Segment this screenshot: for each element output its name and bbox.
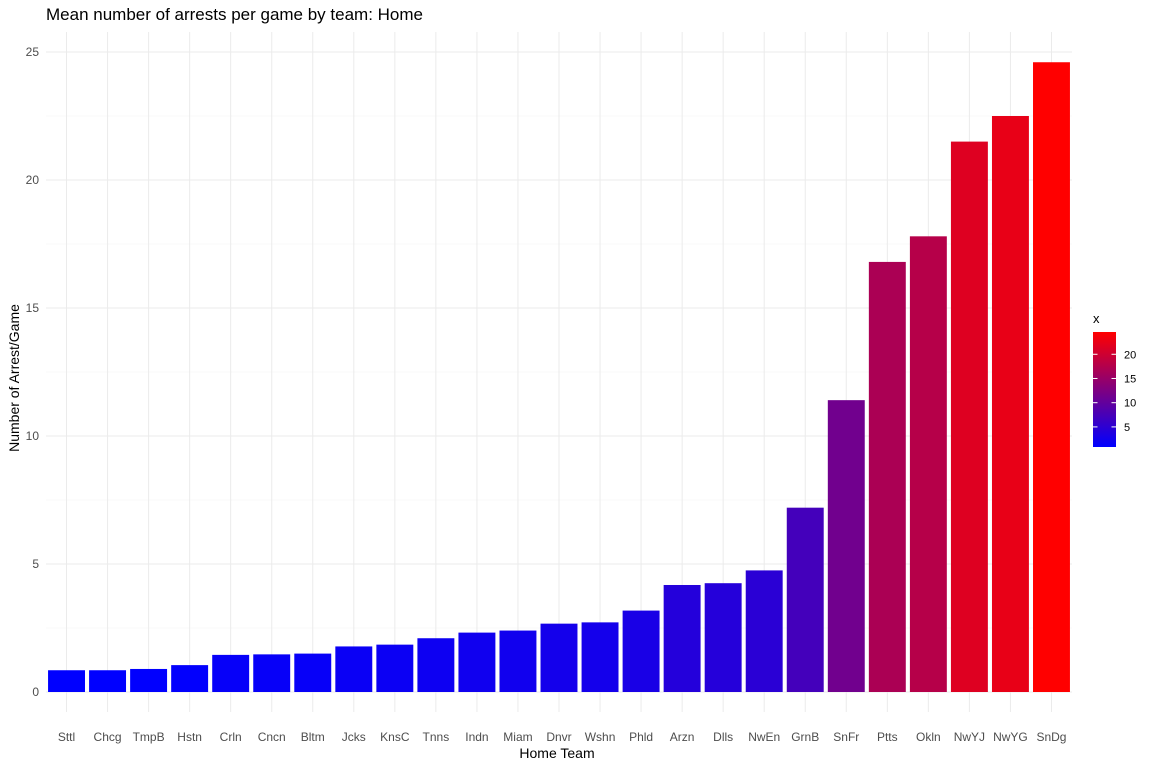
bar-arzn bbox=[663, 584, 701, 692]
bar-indn bbox=[458, 632, 496, 692]
x-tick-label: Cncn bbox=[258, 730, 286, 744]
x-tick-label: SnDg bbox=[1036, 730, 1066, 744]
legend-label: 15 bbox=[1124, 373, 1136, 385]
legend-label: 10 bbox=[1124, 398, 1136, 410]
bar-knsc bbox=[376, 644, 414, 692]
x-tick-label: Arzn bbox=[670, 730, 695, 744]
x-tick-label: NwEn bbox=[748, 730, 780, 744]
x-axis-ticks: Sttl Chcg TmpB Hstn Crln Cncn Bltm Jcks KnsC Tnns… bbox=[58, 730, 1067, 744]
x-tick-label: NwYJ bbox=[954, 730, 985, 744]
legend-label: 5 bbox=[1124, 422, 1130, 434]
x-tick-label: GrnB bbox=[791, 730, 819, 744]
bar-tnns bbox=[417, 638, 455, 692]
bar-dnvr bbox=[540, 623, 578, 692]
y-tick-label: 20 bbox=[26, 173, 40, 187]
legend-ticks: 20 15 10 5 bbox=[1093, 349, 1136, 434]
x-axis-title: Home Team bbox=[519, 745, 594, 761]
y-axis-title: Number of Arrest/Game bbox=[6, 304, 22, 452]
bar-nwen bbox=[745, 570, 783, 692]
bar-sttl bbox=[48, 670, 85, 692]
bar-miam bbox=[499, 630, 537, 692]
legend-colorbar bbox=[1093, 332, 1116, 447]
bar-tmpb bbox=[130, 668, 168, 692]
color-legend: x 20 15 10 5 bbox=[1093, 311, 1136, 447]
bar-okln bbox=[909, 236, 947, 692]
bar-nwyg bbox=[991, 116, 1029, 692]
y-tick-label: 10 bbox=[26, 429, 40, 443]
x-tick-label: Okln bbox=[916, 730, 941, 744]
y-tick-label: 0 bbox=[32, 685, 39, 699]
bar-bltm bbox=[294, 653, 332, 692]
x-tick-label: Tnns bbox=[423, 730, 450, 744]
x-tick-label: Dlls bbox=[713, 730, 733, 744]
bars-group bbox=[48, 62, 1070, 693]
bar-nwyj bbox=[950, 141, 988, 693]
legend-title: x bbox=[1093, 311, 1100, 326]
bar-phld bbox=[622, 610, 660, 692]
bar-dlls bbox=[704, 583, 742, 692]
y-tick-label: 5 bbox=[32, 557, 39, 571]
bar-wshn bbox=[581, 622, 619, 692]
bar-jcks bbox=[335, 646, 373, 692]
x-tick-label: Dnvr bbox=[546, 730, 571, 744]
bar-hstn bbox=[171, 665, 209, 692]
x-tick-label: Bltm bbox=[301, 730, 325, 744]
bar-crln bbox=[212, 654, 250, 692]
x-tick-label: Chcg bbox=[94, 730, 122, 744]
y-tick-label: 15 bbox=[26, 301, 40, 315]
legend-label: 20 bbox=[1124, 349, 1136, 361]
x-tick-label: SnFr bbox=[833, 730, 859, 744]
y-axis-ticks: 0 5 10 15 20 25 bbox=[26, 45, 40, 699]
x-tick-label: TmpB bbox=[133, 730, 165, 744]
x-tick-label: KnsC bbox=[380, 730, 410, 744]
bar-grnb bbox=[786, 507, 824, 692]
bar-chcg bbox=[89, 670, 127, 692]
chart-title: Mean number of arrests per game by team:… bbox=[46, 5, 423, 24]
bar-sndg bbox=[1033, 62, 1070, 693]
x-tick-label: Miam bbox=[503, 730, 532, 744]
x-tick-label: Ptts bbox=[877, 730, 898, 744]
x-tick-label: Indn bbox=[465, 730, 488, 744]
bar-ptts bbox=[868, 261, 906, 692]
grid-lines bbox=[46, 32, 1072, 712]
y-tick-label: 25 bbox=[26, 45, 40, 59]
x-tick-label: NwYG bbox=[993, 730, 1028, 744]
x-tick-label: Sttl bbox=[58, 730, 75, 744]
x-tick-label: Jcks bbox=[342, 730, 366, 744]
bar-cncn bbox=[253, 654, 291, 692]
bar-snfr bbox=[827, 400, 865, 692]
x-tick-label: Phld bbox=[629, 730, 653, 744]
x-tick-label: Hstn bbox=[177, 730, 202, 744]
x-tick-label: Crln bbox=[220, 730, 242, 744]
x-tick-label: Wshn bbox=[585, 730, 616, 744]
